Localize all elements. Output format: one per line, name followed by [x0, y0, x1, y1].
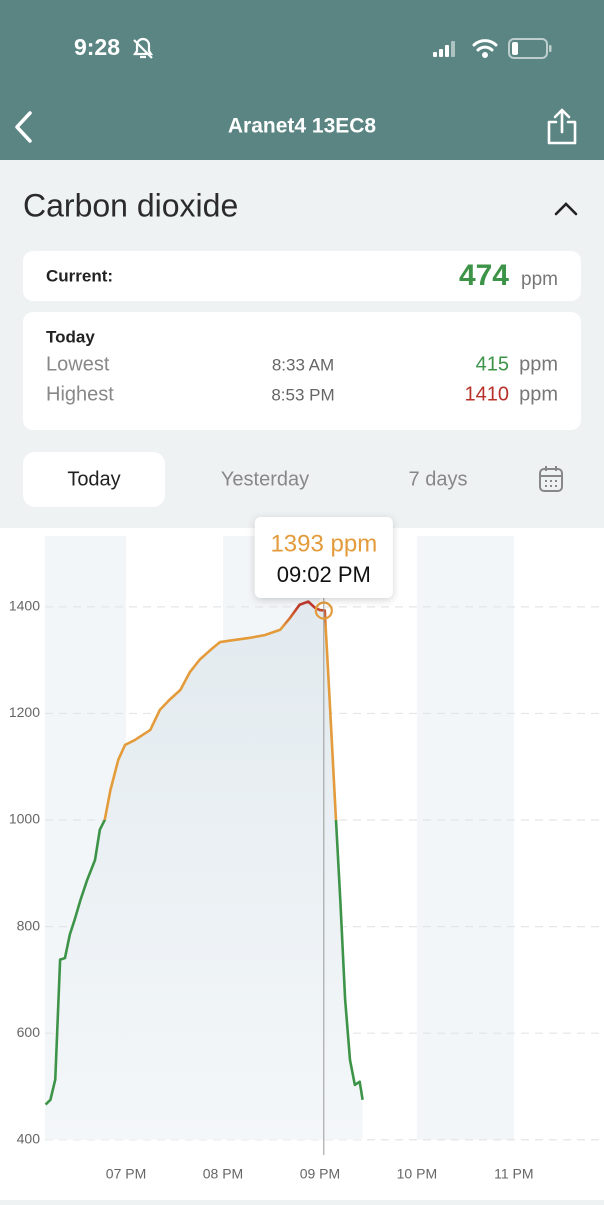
tooltip-value: 1393 ppm: [270, 530, 377, 557]
x-tick-label: 09 PM: [300, 1166, 340, 1182]
today-card: [23, 312, 581, 430]
tab[interactable]: 7 days: [409, 468, 468, 490]
battery-icon: [508, 38, 552, 59]
row-label: Lowest: [46, 353, 110, 375]
line: [44, 600, 364, 1106]
x-tick-label: 07 PM: [106, 1166, 146, 1182]
row-value: 1410: [465, 383, 510, 405]
status-time: 9:28: [74, 34, 120, 60]
y-tick-label: 1200: [9, 704, 40, 720]
wifi-icon: [472, 39, 498, 58]
row-value: 415: [476, 353, 509, 375]
tab[interactable]: Yesterday: [221, 468, 309, 490]
y-tick-label: 600: [17, 1024, 41, 1040]
mute-icon: [132, 37, 154, 59]
tab-selected-bg: [23, 452, 165, 507]
today-rows: Lowest 8:33 AM 415 ppm Highest 8:53 PM 1410 ppm: [46, 353, 558, 405]
x-tick-label: 10 PM: [397, 1166, 437, 1182]
row-unit: ppm: [519, 353, 558, 375]
hour-band: [416, 536, 514, 1140]
x-tick-label: 08 PM: [203, 1166, 243, 1182]
current-value: 474: [459, 259, 509, 292]
cursor-marker: [314, 601, 333, 620]
row-unit: ppm: [519, 383, 558, 405]
calendar-button[interactable]: [539, 466, 563, 492]
y-tick-label: 1000: [9, 811, 40, 827]
signal-icon: [433, 41, 455, 57]
current-card: [23, 251, 581, 301]
x-tick-label: 11 PM: [494, 1166, 533, 1182]
tab[interactable]: Today: [67, 468, 120, 490]
tooltip-time: 09:02 PM: [277, 562, 371, 587]
y-tick-label: 1400: [9, 598, 40, 614]
nav-title: Aranet4 13EC8: [228, 115, 377, 138]
current-unit: ppm: [521, 269, 558, 290]
current-label: Current:: [46, 266, 113, 285]
share-button[interactable]: [547, 108, 577, 145]
today-title: Today: [46, 327, 95, 346]
header-bar: [0, 0, 604, 160]
section-title: Carbon dioxide: [23, 187, 238, 223]
tooltip-box: [254, 517, 393, 598]
chart: 400 600 800 1000 1200 1400 07 PM 08 PM 09 PM 10 P…: [9, 517, 604, 1182]
y-tick-label: 400: [17, 1130, 41, 1146]
tabs: Today Yesterday 7 days: [67, 468, 467, 490]
row-time: 8:33 AM: [272, 355, 334, 374]
row-time: 8:53 PM: [271, 385, 334, 404]
back-button[interactable]: [15, 111, 32, 143]
collapse-button[interactable]: [554, 202, 578, 216]
y-tick-label: 800: [17, 917, 41, 933]
area: [45, 601, 363, 1140]
row-label: Highest: [46, 383, 114, 405]
